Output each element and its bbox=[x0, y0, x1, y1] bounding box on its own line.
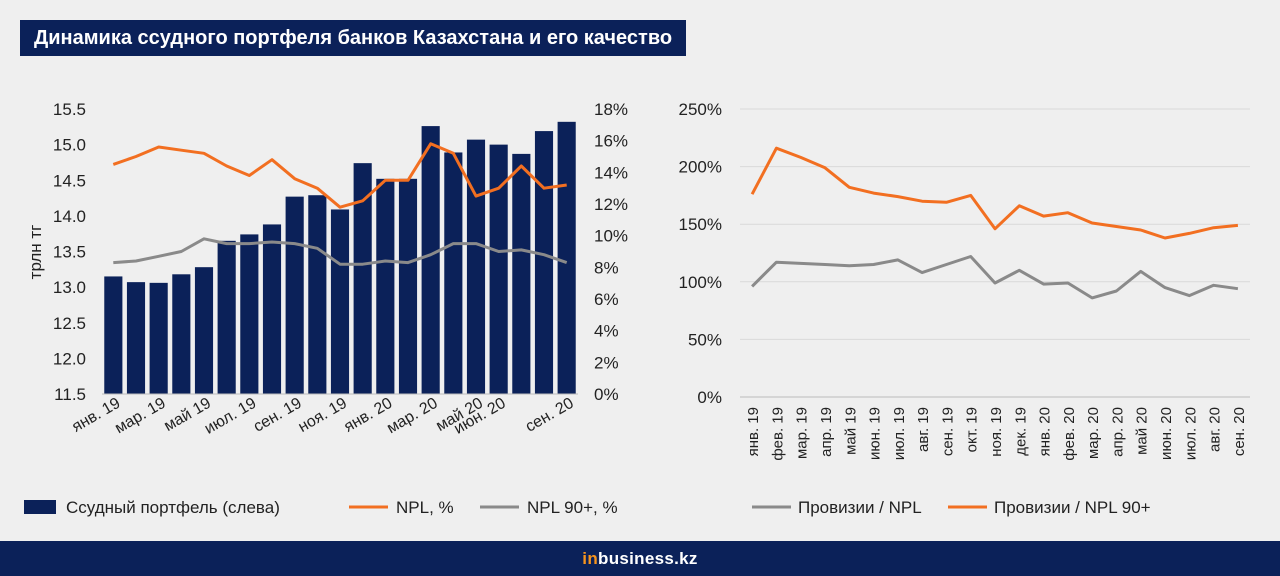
x-tick-label: мар. 19 bbox=[112, 395, 169, 438]
npl-line bbox=[112, 142, 567, 209]
x-tick-label: фев. 19 bbox=[769, 407, 786, 461]
x-tick-label: мар. 20 bbox=[384, 395, 441, 438]
legend-label-npl: NPL, % bbox=[396, 498, 454, 517]
x-tick-label: ноя. 19 bbox=[988, 407, 1005, 457]
y2-tick-label: 2% bbox=[594, 353, 619, 372]
bar bbox=[330, 209, 350, 394]
y-tick-label: 11.5 bbox=[54, 385, 86, 404]
y-tick-label: 0% bbox=[697, 388, 722, 407]
x-tick-label: дек. 19 bbox=[1012, 407, 1029, 456]
y2-tick-label: 4% bbox=[594, 322, 619, 341]
bar bbox=[534, 131, 554, 394]
y-tick-label: 12.5 bbox=[53, 314, 86, 333]
brand-logo: inbusiness.kz bbox=[0, 541, 1280, 576]
y-tick-label: 150% bbox=[679, 215, 722, 234]
y-tick-label: 15.0 bbox=[53, 136, 86, 155]
footer-bar: inbusiness.kz bbox=[0, 541, 1280, 576]
bar bbox=[557, 121, 576, 394]
loan-portfolio-chart: 11.5 12.0 12.5 13.0 13.5 14.0 14.5 15.0 15.5 0% 2%… bbox=[24, 100, 628, 517]
x-tick-label: авг. 19 bbox=[915, 407, 932, 452]
chart-title: Динамика ссудного портфеля банков Казахс… bbox=[20, 20, 687, 56]
x-tick-label: янв. 20 bbox=[1037, 407, 1054, 456]
x-tick-label: май 20 bbox=[1134, 407, 1151, 455]
bar bbox=[466, 139, 486, 394]
y-tick-label: 12.0 bbox=[53, 349, 86, 368]
x-tick-label: сен. 19 bbox=[939, 407, 956, 456]
x-tick-label: сен. 20 bbox=[1231, 407, 1248, 456]
bar bbox=[285, 196, 304, 394]
y2-tick-label: 16% bbox=[594, 132, 628, 151]
x-tick-label: апр. 19 bbox=[818, 407, 835, 457]
x-tick-label: янв. 19 bbox=[745, 407, 762, 456]
legend-label-loan: Ссудный портфель (слева) bbox=[66, 498, 280, 517]
x-tick-label: ноя. 19 bbox=[296, 395, 351, 436]
bar bbox=[421, 126, 440, 394]
legend-label-provisions-npl: Провизии / NPL bbox=[798, 498, 922, 517]
bar bbox=[172, 274, 191, 394]
bar bbox=[194, 267, 214, 394]
y2-tick-label: 10% bbox=[594, 227, 628, 246]
y-tick-label: 100% bbox=[679, 273, 722, 292]
bar bbox=[126, 282, 146, 394]
y2-tick-label: 14% bbox=[594, 163, 628, 182]
x-tick-label: май 19 bbox=[842, 407, 859, 455]
bar bbox=[217, 240, 236, 394]
y2-tick-label: 12% bbox=[594, 195, 628, 214]
y2-tick-label: 18% bbox=[594, 100, 628, 119]
x-tick-label: окт. 19 bbox=[964, 407, 981, 452]
y-tick-label: 50% bbox=[688, 330, 722, 349]
y2-tick-label: 6% bbox=[594, 290, 619, 309]
bar bbox=[444, 152, 463, 394]
provisions-npl90-line bbox=[750, 146, 1239, 240]
legend-label-provisions-npl90: Провизии / NPL 90+ bbox=[994, 498, 1151, 517]
x-tick-label: июл. 19 bbox=[202, 395, 260, 438]
x-tick-label: авг. 20 bbox=[1207, 407, 1224, 452]
y-tick-label: 13.0 bbox=[53, 278, 86, 297]
bar bbox=[353, 163, 372, 394]
provisions-npl-line bbox=[751, 255, 1239, 300]
provisions-chart: 0% 50% 100% 150% 200% 250% янв. 19 фев. 19 мар. … bbox=[679, 100, 1250, 517]
bar bbox=[376, 178, 395, 394]
y-tick-label: 14.0 bbox=[53, 207, 86, 226]
x-tick-label: июл. 19 bbox=[891, 407, 908, 460]
bar bbox=[240, 234, 259, 394]
bar bbox=[262, 224, 282, 394]
brand-prefix: in bbox=[582, 549, 599, 568]
bar bbox=[308, 195, 327, 394]
y-axis-label: трлн тг bbox=[26, 225, 45, 280]
npl90-line bbox=[113, 237, 568, 266]
x-tick-label: июл. 20 bbox=[1182, 407, 1199, 460]
bar bbox=[104, 276, 123, 394]
y-tick-label: 14.5 bbox=[53, 171, 86, 190]
y2-tick-label: 8% bbox=[594, 258, 619, 277]
x-tick-label: мар. 20 bbox=[1085, 407, 1102, 459]
x-tick-label: сен. 20 bbox=[523, 395, 577, 436]
bar bbox=[149, 282, 168, 394]
brand-name: business.kz bbox=[598, 549, 698, 568]
y-tick-label: 250% bbox=[679, 100, 722, 119]
charts-canvas: 11.5 12.0 12.5 13.0 13.5 14.0 14.5 15.0 15.5 0% 2%… bbox=[24, 100, 1250, 517]
x-tick-label: сен. 19 bbox=[251, 395, 305, 436]
legend-swatch-loan bbox=[24, 500, 56, 514]
legend-label-npl90: NPL 90+, % bbox=[527, 498, 618, 517]
bar bbox=[489, 144, 508, 394]
y-tick-label: 13.5 bbox=[53, 243, 86, 262]
x-tick-label: апр. 20 bbox=[1109, 407, 1126, 457]
x-tick-label: июн. 19 bbox=[867, 407, 884, 460]
x-tick-label: мар. 19 bbox=[794, 407, 811, 459]
y-tick-label: 200% bbox=[679, 158, 722, 177]
bar bbox=[512, 153, 531, 394]
x-tick-label: июн. 20 bbox=[1158, 407, 1175, 460]
y2-tick-label: 0% bbox=[594, 385, 619, 404]
bar bbox=[398, 178, 418, 394]
x-tick-label: фев. 20 bbox=[1061, 407, 1078, 461]
y-tick-label: 15.5 bbox=[53, 100, 86, 119]
